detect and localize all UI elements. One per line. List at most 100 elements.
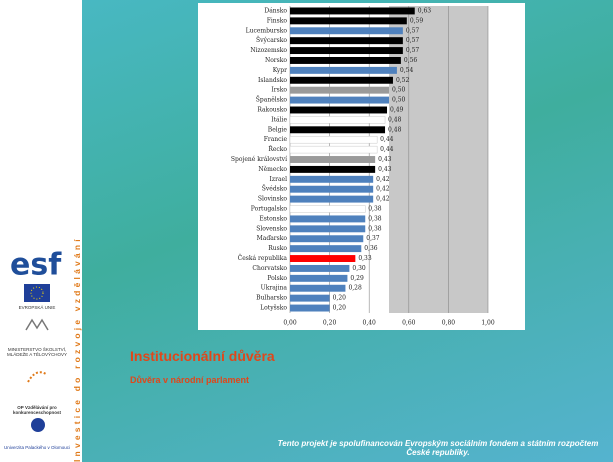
value-label: 0,33 (358, 255, 372, 262)
y-tick-label: Polsko (267, 275, 287, 282)
x-tick-label: 0,60 (402, 320, 416, 327)
y-tick-label: Norsko (265, 57, 287, 64)
y-tick-label: Rusko (268, 245, 287, 252)
bar (290, 235, 364, 243)
bar (290, 7, 415, 15)
value-label: 0,36 (364, 245, 378, 252)
value-label: 0,42 (376, 196, 390, 203)
slide-subtitle: Důvěra v národní parlament (130, 375, 250, 385)
bar (289, 116, 386, 124)
y-tick-label: Německo (258, 166, 287, 173)
y-tick-label: Ukrajina (261, 285, 288, 292)
value-label: 0,57 (406, 47, 420, 54)
bar (290, 195, 374, 203)
vertical-text: Investice do rozvoje vzdělávání (72, 236, 82, 462)
y-tick-label: Spojené království (231, 156, 287, 163)
value-label: 0,48 (388, 126, 402, 133)
bar (289, 136, 378, 144)
y-tick-label: Maďarsko (257, 235, 288, 242)
value-label: 0,49 (390, 106, 404, 113)
bar (290, 57, 401, 64)
y-tick-label: Švýcarsko (256, 36, 287, 44)
x-tick-label: 0,00 (283, 320, 297, 327)
value-label: 0,38 (368, 225, 382, 232)
x-tick-label: 0,20 (323, 320, 337, 327)
eu-stars (30, 286, 44, 300)
value-label: 0,63 (418, 7, 432, 14)
bar (290, 126, 386, 134)
bar (290, 284, 346, 292)
y-tick-label: Nizozemsko (250, 47, 287, 54)
footer: Tento projekt je spolufinancován Evropsk… (277, 439, 599, 457)
logos: esf (10, 228, 66, 432)
y-tick-label: Chorvatsko (252, 265, 287, 272)
y-tick-label: Itálie (271, 116, 287, 123)
value-label: 0,20 (333, 295, 347, 302)
y-tick-label: Řecko (268, 145, 287, 153)
y-tick-label: Slovensko (256, 225, 287, 232)
bar (290, 274, 348, 282)
value-label: 0,28 (348, 285, 362, 292)
esf-logo (10, 228, 66, 276)
value-label: 0,44 (380, 136, 394, 143)
y-tick-label: Dánsko (264, 7, 287, 14)
x-tick-label: 0,40 (363, 320, 377, 327)
plot-shade (389, 6, 488, 313)
bar (290, 304, 330, 312)
value-label: 0,59 (410, 17, 424, 24)
eu-label: EVROPSKÁ UNIE (18, 305, 56, 310)
value-label: 0,50 (392, 97, 406, 104)
value-label: 0,30 (352, 265, 366, 272)
value-label: 0,43 (378, 156, 392, 163)
y-tick-label: Portugalsko (251, 206, 288, 213)
upol-logo (31, 418, 45, 432)
value-label: 0,43 (378, 166, 392, 173)
x-tick-label: 0,80 (442, 320, 456, 327)
y-tick-label: Francie (264, 136, 288, 143)
value-label: 0,38 (368, 215, 382, 222)
value-label: 0,56 (404, 57, 418, 64)
bar (290, 27, 403, 35)
y-tick-label: Lucembursko (246, 27, 288, 34)
sidebar: esf EVROPSKÁ UNIE MINISTERSTVO ŠKOLSTVÍ,… (0, 0, 82, 462)
value-label: 0,44 (380, 146, 394, 153)
x-tick-label: 1,00 (481, 320, 495, 327)
y-tick-label: Bulharsko (256, 295, 287, 302)
y-tick-label: Belgie (268, 126, 288, 133)
value-label: 0,54 (400, 67, 414, 74)
y-tick-label: Estonsko (259, 215, 287, 222)
bar (289, 205, 366, 213)
msmt-logo (25, 318, 49, 331)
value-label: 0,57 (406, 27, 420, 34)
value-label: 0,48 (388, 116, 402, 123)
y-tick-label: Kypr (273, 67, 287, 74)
eu-flag (24, 284, 50, 302)
bar (290, 175, 374, 183)
chart: 0,00 0,20 0,40 0,60 0,80 1,00 Dánsko 0,63 Finsko… (198, 3, 525, 330)
bar (290, 37, 403, 45)
bar (290, 165, 376, 173)
y-tick-label: Česká republika (238, 254, 288, 262)
value-label: 0,50 (392, 87, 406, 94)
bar (290, 245, 362, 253)
bar (289, 145, 378, 154)
y-tick-label: Irsko (271, 87, 287, 94)
bar (290, 156, 376, 163)
y-tick-label: Španělsko (256, 96, 288, 104)
bar (290, 47, 403, 55)
slide-title: Institucionální důvěra (130, 348, 275, 364)
op-label: OP Vzdělávání pro konkurenceschopnost (12, 405, 61, 415)
y-tick-label: Slovinsko (258, 196, 288, 203)
bar (290, 225, 366, 233)
esf-text: esf (10, 248, 62, 283)
bar (290, 86, 389, 94)
bar (290, 264, 350, 272)
y-tick-label: Finsko (267, 17, 288, 24)
bar (290, 96, 389, 104)
y-tick-label: Izrael (270, 176, 288, 183)
bar (290, 17, 407, 25)
bar (290, 76, 393, 84)
university-label: Univerzita Palackého v Olomouci (3, 445, 71, 450)
y-tick-label: Rakousko (257, 106, 287, 113)
